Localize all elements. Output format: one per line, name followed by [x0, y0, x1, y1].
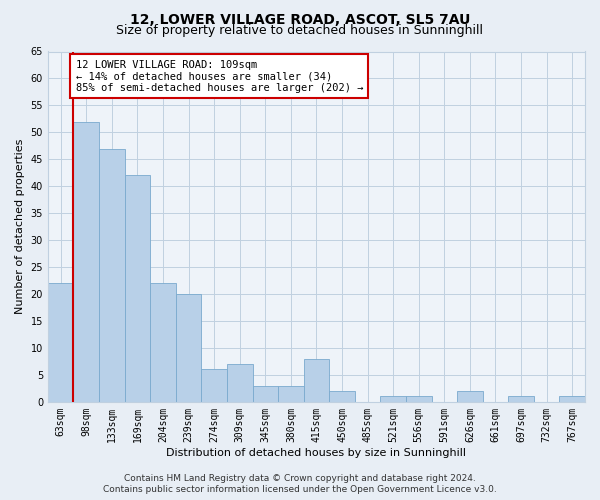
X-axis label: Distribution of detached houses by size in Sunninghill: Distribution of detached houses by size … [166, 448, 466, 458]
Bar [380, 396, 406, 402]
Bar [508, 396, 534, 402]
Bar [202, 370, 227, 402]
Text: 12 LOWER VILLAGE ROAD: 109sqm
← 14% of detached houses are smaller (34)
85% of s: 12 LOWER VILLAGE ROAD: 109sqm ← 14% of d… [76, 60, 363, 93]
Text: Size of property relative to detached houses in Sunninghill: Size of property relative to detached ho… [116, 24, 484, 37]
Bar [48, 284, 73, 402]
Bar [406, 396, 431, 402]
Bar [457, 391, 482, 402]
Bar [73, 122, 99, 402]
Bar [227, 364, 253, 402]
Bar [125, 176, 150, 402]
Y-axis label: Number of detached properties: Number of detached properties [15, 139, 25, 314]
Bar [150, 284, 176, 402]
Bar [253, 386, 278, 402]
Bar [176, 294, 202, 402]
Bar [278, 386, 304, 402]
Bar [99, 148, 125, 402]
Text: 12, LOWER VILLAGE ROAD, ASCOT, SL5 7AU: 12, LOWER VILLAGE ROAD, ASCOT, SL5 7AU [130, 12, 470, 26]
Text: Contains HM Land Registry data © Crown copyright and database right 2024.
Contai: Contains HM Land Registry data © Crown c… [103, 474, 497, 494]
Bar [559, 396, 585, 402]
Bar [329, 391, 355, 402]
Bar [304, 358, 329, 402]
